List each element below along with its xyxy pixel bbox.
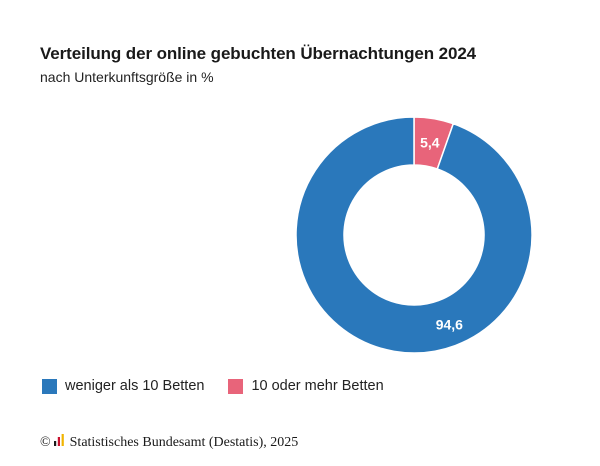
legend-label-large: 10 oder mehr Betten xyxy=(251,378,384,394)
legend-item-large: 10 oder mehr Betten xyxy=(228,378,384,394)
donut-chart: 5,4 94,6 xyxy=(295,116,533,354)
legend-swatch-large xyxy=(228,378,244,394)
donut-label-1: 94,6 xyxy=(436,316,463,332)
page-title: Verteilung der online gebuchten Übernach… xyxy=(40,44,477,63)
legend-swatch-small xyxy=(42,378,57,394)
legend: weniger als 10 Betten 10 oder mehr Bette… xyxy=(42,378,408,394)
legend-item-small: weniger als 10 Betten xyxy=(42,378,204,394)
destatis-logo-icon xyxy=(53,434,64,451)
page-subtitle: nach Unterkunftsgröße in % xyxy=(40,69,214,85)
donut-label-0: 5,4 xyxy=(420,134,440,150)
donut-slice-1 xyxy=(295,116,533,354)
copyright-symbol: © xyxy=(40,434,51,450)
source-text: Statistisches Bundesamt (Destatis), 2025 xyxy=(69,434,299,450)
source-line: © Statistisches Bundesamt (Destatis), 20… xyxy=(40,434,298,451)
legend-label-small: weniger als 10 Betten xyxy=(65,378,205,394)
